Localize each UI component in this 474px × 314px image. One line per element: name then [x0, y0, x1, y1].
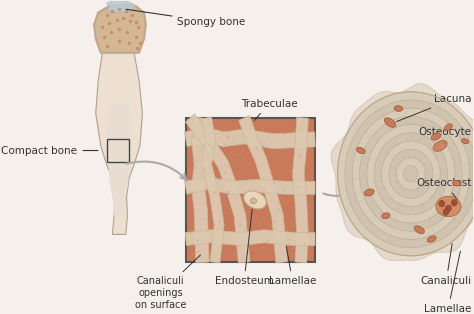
Ellipse shape — [414, 226, 424, 234]
Circle shape — [352, 108, 470, 240]
Circle shape — [443, 209, 449, 215]
Polygon shape — [108, 104, 131, 216]
Ellipse shape — [382, 213, 390, 219]
Polygon shape — [185, 230, 315, 246]
Polygon shape — [185, 176, 315, 194]
Ellipse shape — [356, 147, 365, 154]
Ellipse shape — [365, 189, 374, 196]
Circle shape — [389, 149, 433, 198]
Text: Osteocyte: Osteocyte — [419, 127, 472, 144]
Polygon shape — [185, 114, 250, 263]
Circle shape — [403, 165, 418, 182]
Bar — [108, 139, 129, 162]
Ellipse shape — [462, 139, 469, 144]
Circle shape — [446, 205, 451, 212]
Circle shape — [396, 157, 426, 190]
Bar — [186, 118, 315, 263]
Ellipse shape — [445, 124, 452, 131]
Polygon shape — [94, 4, 146, 53]
Text: Osteoclast: Osteoclast — [416, 178, 472, 200]
Polygon shape — [239, 116, 287, 263]
Circle shape — [382, 141, 440, 207]
Polygon shape — [292, 117, 309, 263]
Circle shape — [439, 200, 445, 207]
Ellipse shape — [428, 236, 436, 242]
Ellipse shape — [244, 191, 266, 209]
Polygon shape — [107, 0, 136, 13]
Circle shape — [367, 125, 455, 223]
Text: Canaliculi
openings
on surface: Canaliculi openings on surface — [135, 255, 201, 310]
Text: Compact bone: Compact bone — [1, 145, 98, 155]
Polygon shape — [184, 127, 315, 149]
Circle shape — [360, 116, 462, 231]
Ellipse shape — [436, 196, 461, 217]
Polygon shape — [96, 53, 142, 234]
Polygon shape — [191, 117, 209, 263]
Text: Trabeculae: Trabeculae — [241, 99, 298, 121]
Text: Endosteum: Endosteum — [215, 209, 273, 286]
Text: Spongy bone: Spongy bone — [126, 9, 246, 27]
Ellipse shape — [384, 118, 396, 127]
Text: Lamellae: Lamellae — [424, 251, 472, 314]
Polygon shape — [201, 117, 224, 263]
Polygon shape — [331, 84, 474, 261]
Text: Osteoblasts aligned
along trabeculae of
new bone: Osteoblasts aligned along trabeculae of … — [0, 313, 1, 314]
Text: Lamellae: Lamellae — [269, 246, 316, 286]
Circle shape — [345, 100, 474, 248]
Ellipse shape — [453, 180, 461, 186]
Text: Canaliculi: Canaliculi — [420, 244, 472, 286]
Circle shape — [374, 133, 447, 215]
Ellipse shape — [250, 198, 256, 204]
Ellipse shape — [433, 140, 447, 151]
Ellipse shape — [431, 133, 441, 140]
Circle shape — [451, 199, 457, 206]
Ellipse shape — [394, 106, 402, 111]
Circle shape — [337, 92, 474, 256]
Text: Lacuna: Lacuna — [397, 94, 472, 122]
